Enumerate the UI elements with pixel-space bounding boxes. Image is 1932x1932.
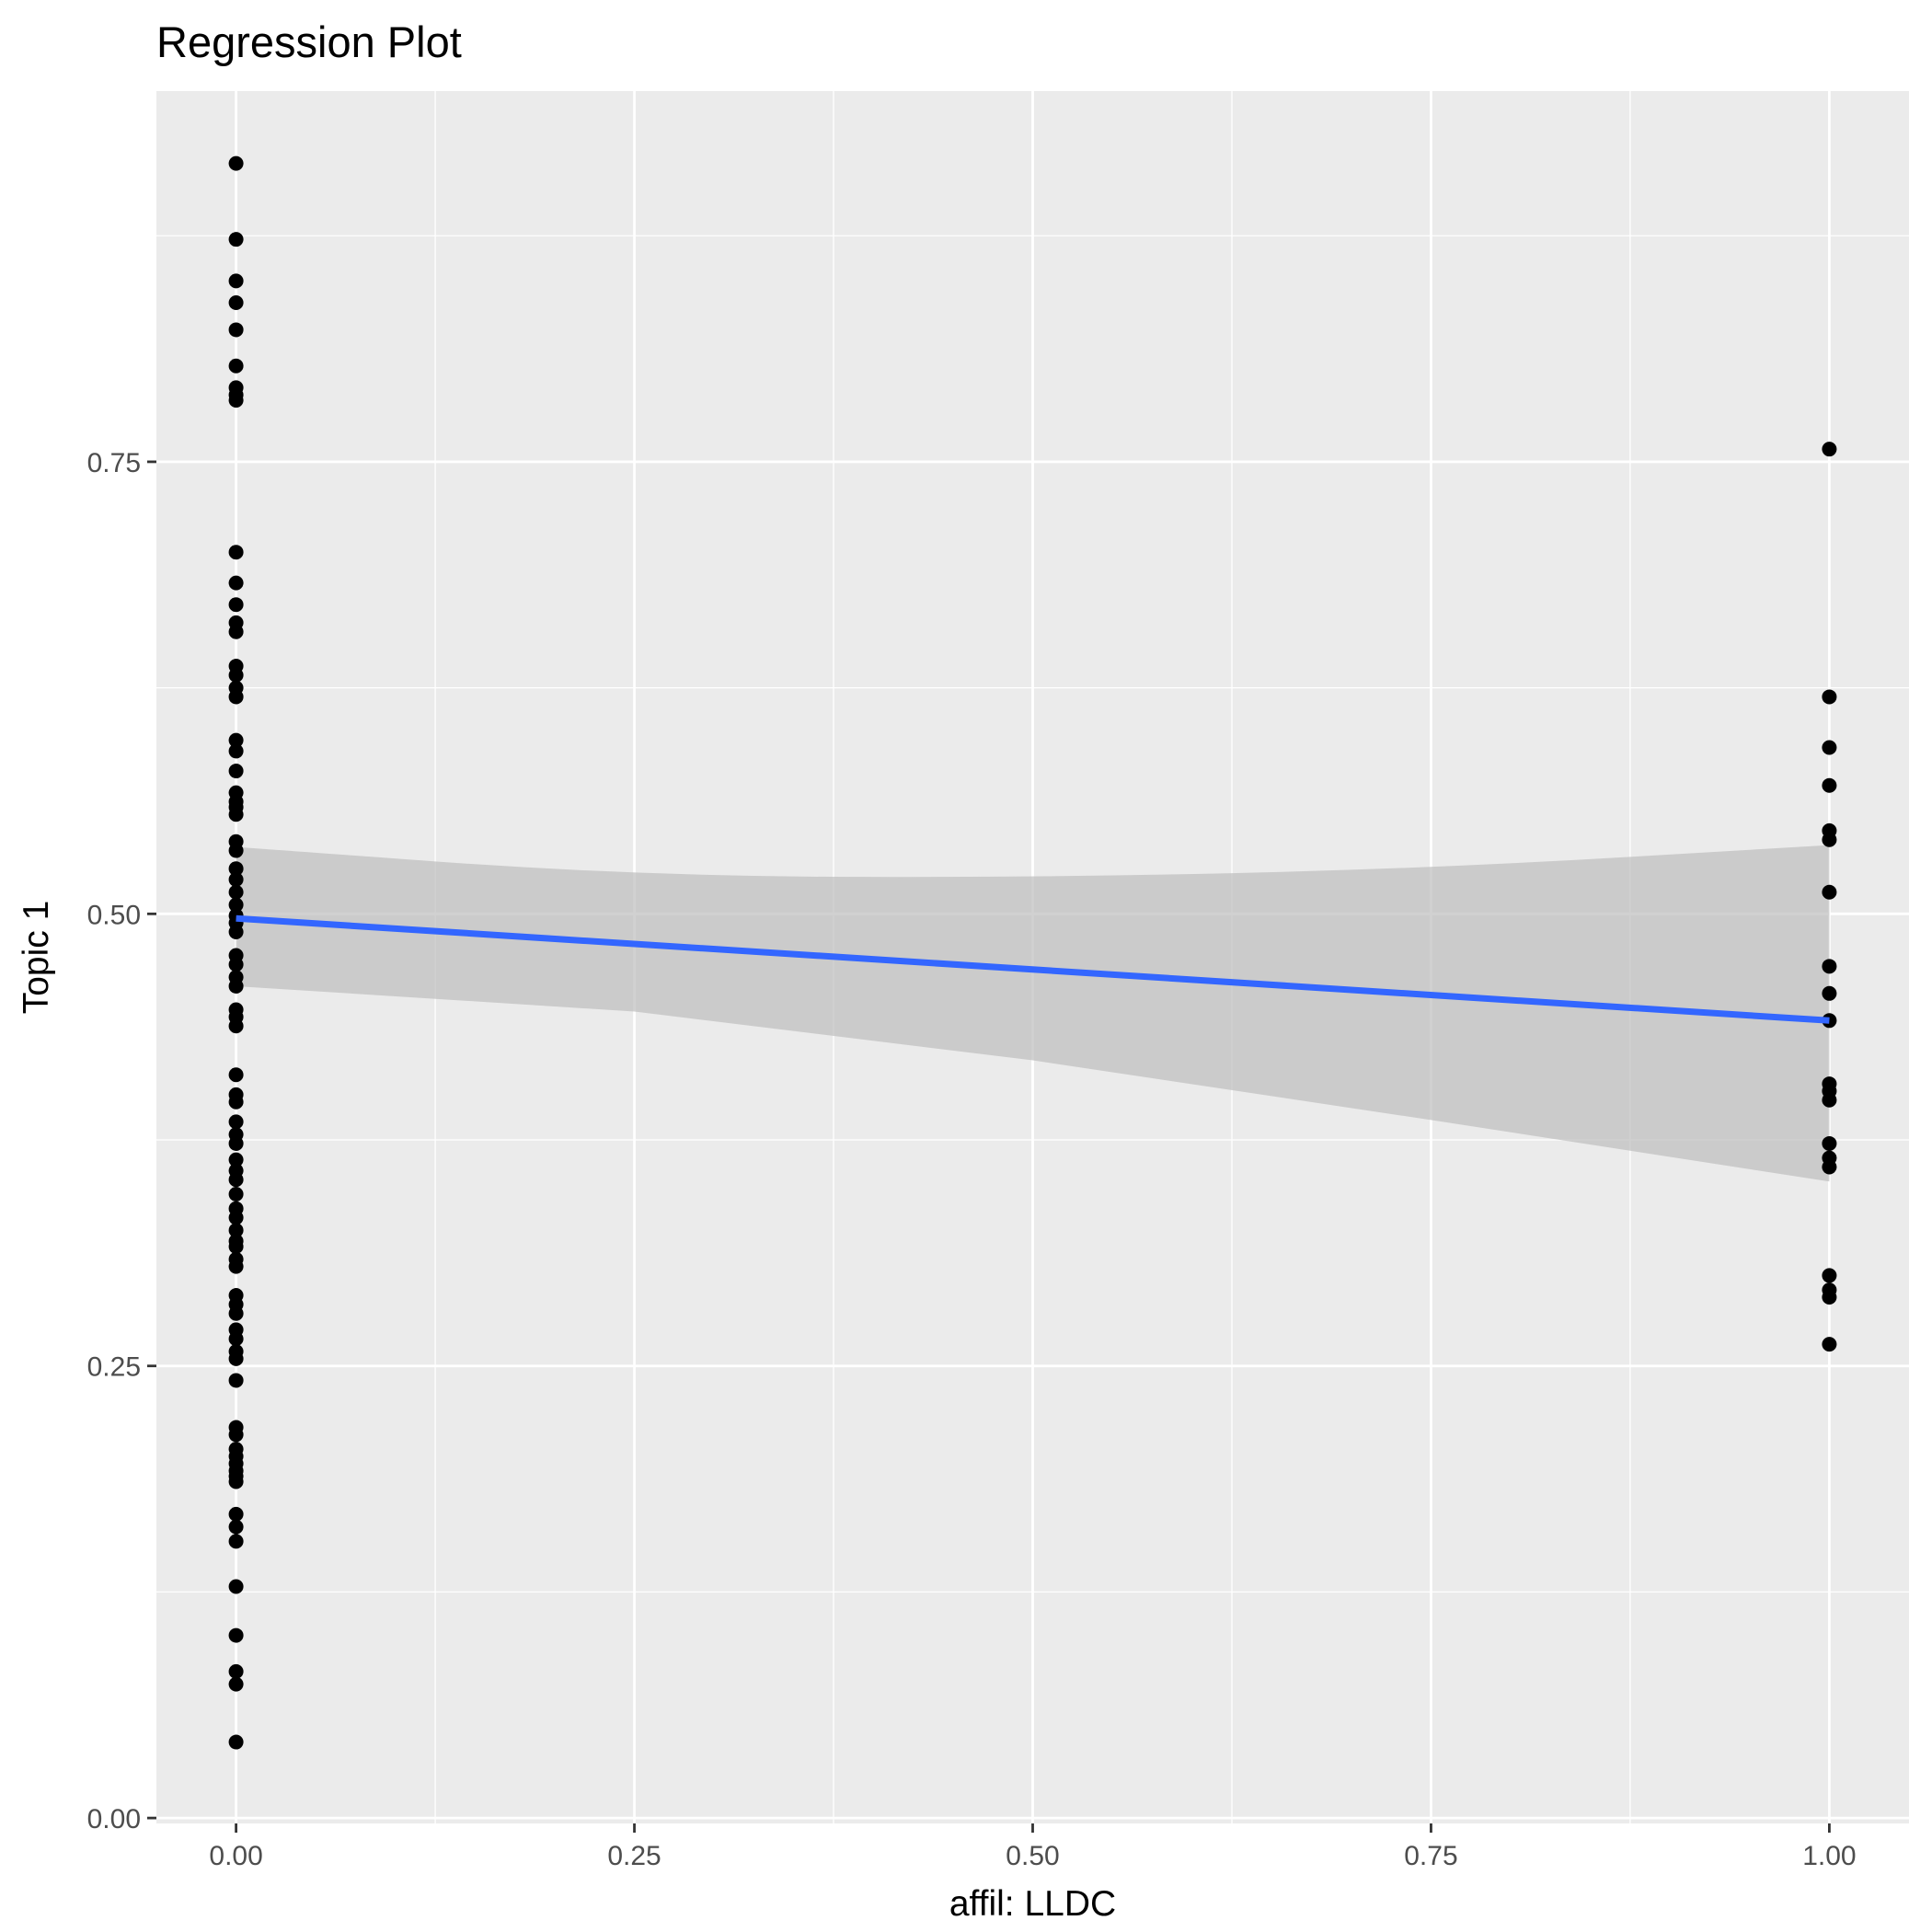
data-point (228, 1534, 244, 1549)
data-point (228, 1114, 244, 1130)
data-point (228, 1331, 244, 1347)
data-point (228, 1067, 244, 1083)
data-point (228, 1627, 244, 1643)
x-axis-ticks: 0.00 0.25 0.50 0.75 1.00 (209, 1823, 1857, 1871)
data-point (228, 273, 244, 289)
data-point (1822, 1135, 1837, 1151)
data-point (228, 322, 244, 338)
data-point (228, 1427, 244, 1443)
data-point (1822, 442, 1837, 457)
y-tick-label: 0.75 (87, 448, 141, 478)
data-point (1822, 959, 1837, 974)
y-tick-label: 0.50 (87, 900, 141, 930)
data-point (228, 393, 244, 408)
data-point (228, 1186, 244, 1202)
x-tick-label: 1.00 (1802, 1841, 1856, 1871)
data-point (228, 1135, 244, 1151)
data-point (228, 807, 244, 822)
y-tick-label: 0.00 (87, 1804, 141, 1834)
data-point (228, 884, 244, 900)
data-point (228, 978, 244, 994)
data-point (228, 597, 244, 613)
data-point (1822, 1159, 1837, 1175)
data-point (228, 1663, 244, 1679)
data-point (1822, 884, 1837, 900)
data-point (228, 1676, 244, 1692)
data-point (228, 545, 244, 560)
data-point (228, 1018, 244, 1034)
data-point (228, 294, 244, 310)
data-point (228, 1373, 244, 1388)
data-point (1822, 689, 1837, 705)
data-point (228, 624, 244, 639)
data-point (1822, 1337, 1837, 1352)
data-point (1822, 777, 1837, 793)
regression-line (236, 914, 1830, 1024)
data-point (228, 871, 244, 887)
x-tick-label: 0.75 (1404, 1841, 1457, 1871)
data-point (228, 743, 244, 759)
data-point (228, 1259, 244, 1274)
chart-title: Regression Plot (156, 17, 462, 66)
x-tick-label: 0.50 (1006, 1841, 1059, 1871)
data-point (228, 764, 244, 779)
data-point (228, 1579, 244, 1594)
data-point (228, 155, 244, 171)
data-point (228, 1223, 244, 1238)
y-tick-label: 0.25 (87, 1352, 141, 1383)
data-point (228, 897, 244, 913)
data-point (228, 924, 244, 939)
data-point (1822, 1268, 1837, 1283)
data-point (228, 1519, 244, 1535)
data-point (228, 732, 244, 748)
data-point (228, 232, 244, 247)
x-tick-label: 0.25 (607, 1841, 661, 1871)
data-point (228, 689, 244, 705)
data-point (1822, 740, 1837, 755)
y-axis-title: Topic 1 (17, 901, 56, 1015)
data-point (228, 575, 244, 591)
data-point (1822, 832, 1837, 847)
data-point (228, 843, 244, 858)
data-point (228, 1238, 244, 1254)
data-point (228, 861, 244, 877)
confidence-band (236, 845, 1830, 1182)
data-point (228, 667, 244, 683)
data-point (228, 957, 244, 972)
data-point (228, 1152, 244, 1167)
data-point (228, 1734, 244, 1750)
data-point (228, 1351, 244, 1366)
data-point (1822, 1290, 1837, 1305)
data-point (228, 1210, 244, 1225)
data-point (1822, 1092, 1837, 1108)
data-point (228, 1172, 244, 1188)
data-point (228, 1506, 244, 1522)
data-point (228, 358, 244, 374)
x-axis-title: affil: LLDC (949, 1884, 1116, 1924)
data-point (228, 1094, 244, 1110)
data-point (1822, 985, 1837, 1001)
data-point (228, 1474, 244, 1489)
x-tick-label: 0.00 (209, 1841, 262, 1871)
data-point (228, 1305, 244, 1321)
y-axis-ticks: 0.00 0.25 0.50 0.75 (87, 448, 156, 1834)
